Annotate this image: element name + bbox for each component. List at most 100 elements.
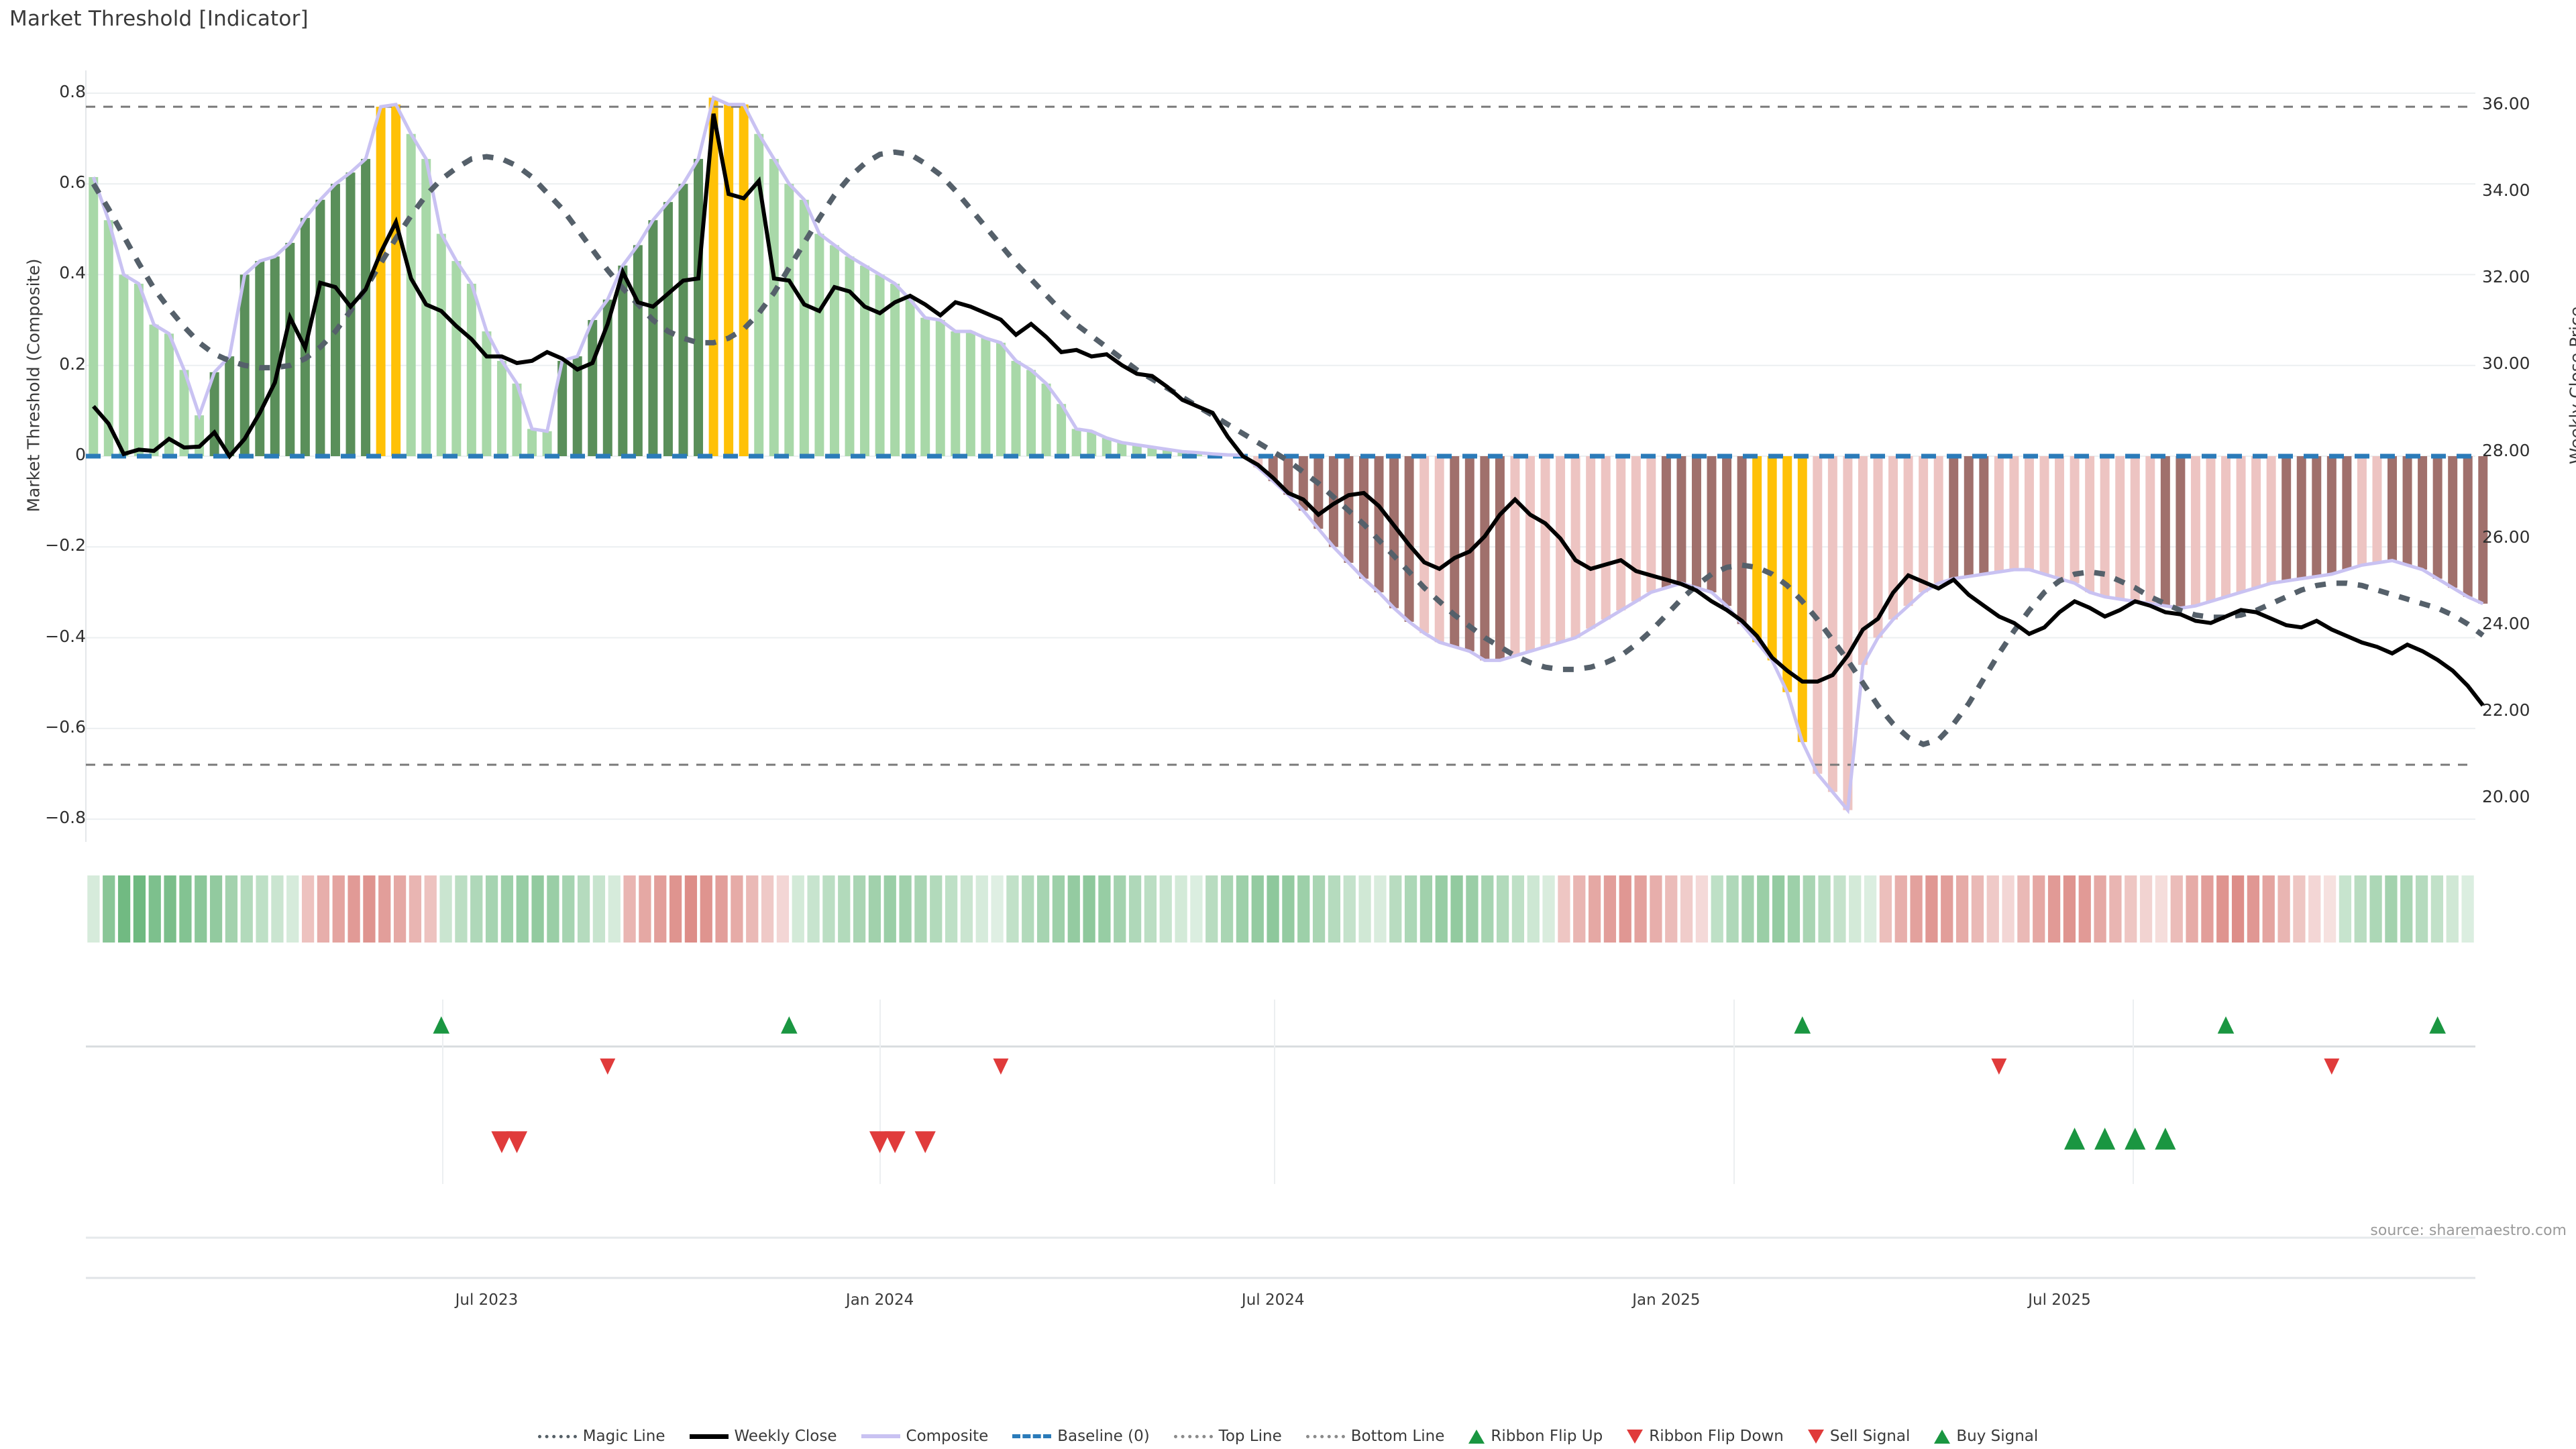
ribbon-cell [2017,875,2030,943]
legend-item[interactable]: Ribbon Flip Down [1627,1428,1784,1445]
composite-bar [1964,456,1974,577]
composite-bar [1601,456,1611,620]
y-tick-right: 34.00 [2482,180,2530,200]
composite-bar [1011,360,1021,456]
legend-item[interactable]: Ribbon Flip Up [1468,1428,1603,1445]
ribbon-cell [1711,875,1723,943]
ribbon-cell [1772,875,1785,943]
composite-bar [421,158,431,457]
ribbon-cell [2170,875,2183,943]
ribbon-cell [2446,875,2459,943]
composite-bar [1102,437,1112,456]
legend-item[interactable]: Magic Line [537,1428,665,1445]
composite-bar [1843,456,1853,810]
ribbon-cell [1175,875,1187,943]
ribbon-cell [2155,875,2168,943]
y-tick-right: 24.00 [2482,613,2530,633]
ribbon-cell [1297,875,1310,943]
y-tick-left: 0.2 [59,354,86,374]
composite-bar [2326,456,2337,574]
composite-bar [2206,456,2216,602]
x-tick: Jul 2025 [2028,1291,2091,1309]
legend-item[interactable]: Baseline (0) [1012,1428,1150,1445]
ribbon-cell [1787,875,1801,943]
ribbon-cell [1634,875,1647,943]
ribbon-cell [2308,875,2321,943]
composite-bar [678,184,688,456]
ribbon-cell [776,875,790,943]
composite-bar [1087,431,1097,456]
legend-item[interactable]: Buy Signal [1934,1428,2038,1445]
composite-bar [2070,456,2080,584]
ribbon-cell [1374,875,1387,943]
composite-bar [2296,456,2306,579]
composite-bar [1374,456,1384,592]
ribbon-cell [455,875,468,943]
ribbon-cell [1726,875,1739,943]
composite-bar [648,220,658,456]
ribbon-flip-down-marker [993,1058,1009,1075]
legend-label: Ribbon Flip Up [1491,1428,1603,1445]
composite-bar [1994,456,2004,572]
y-tick-left: −0.2 [45,535,86,555]
ribbon-cell [639,875,651,943]
ribbon-cell [822,875,835,943]
legend-item[interactable]: Top Line [1173,1428,1282,1445]
composite-bar [496,360,506,456]
ribbon-cell [2400,875,2413,943]
composite-bar [708,97,718,456]
ribbon-cell [914,875,927,943]
composite-bar [1752,456,1762,643]
composite-bar [996,342,1006,456]
composite-bar [1919,456,1929,592]
sell-signal-marker [914,1131,936,1153]
ribbon-cell [2109,875,2122,943]
composite-bar [1722,456,1732,606]
composite-bar [2145,456,2155,604]
composite-bar [829,245,839,456]
ribbon-cell [1603,875,1617,943]
legend-item[interactable]: Sell Signal [1807,1428,1910,1445]
composite-bar [905,299,915,456]
composite-bar [1041,383,1051,456]
ribbon-cell [2063,875,2076,943]
ribbon-flip-up-marker [781,1016,798,1034]
y-tick-right: 26.00 [2482,527,2530,547]
composite-bar [1661,456,1671,588]
composite-bar [133,283,144,456]
line-swatch-icon [1012,1434,1052,1438]
triangle-up-icon [1934,1429,1951,1444]
ribbon-cell [378,875,391,943]
composite-bar [1858,456,1868,665]
composite-bar [330,184,340,456]
composite-bar [2282,456,2292,582]
legend-item[interactable]: Bottom Line [1305,1428,1445,1445]
ribbon-cell [1757,875,1770,943]
composite-bar [1586,456,1596,629]
ribbon-cell [2430,875,2444,943]
weekly-close-line [92,113,2485,707]
x-tick: Jul 2024 [1241,1291,1305,1309]
ribbon-cell [240,875,253,943]
composite-bar [103,220,113,456]
source-attribution: source: sharemaestro.com [2370,1222,2567,1239]
magic-line [91,149,2485,747]
ribbon-flip-down-marker [600,1058,616,1075]
y-tick-right: 28.00 [2482,440,2530,460]
ribbon-cell [439,875,452,943]
composite-bar [2448,456,2458,588]
composite-bar [769,158,779,457]
y-tick-left: −0.4 [45,626,86,646]
composite-bar [1979,456,1989,574]
composite-bar [1767,456,1777,661]
ribbon-cell [547,875,559,943]
legend-item[interactable]: Weekly Close [689,1428,837,1445]
ribbon-cell [1680,875,1693,943]
legend-label: Composite [906,1428,989,1445]
ribbon-cell [2033,875,2045,943]
legend-label: Bottom Line [1350,1428,1445,1445]
ribbon-cell [1818,875,1831,943]
composite-bar [724,104,734,456]
legend-item[interactable]: Composite [861,1428,989,1445]
composite-bar [1737,456,1747,625]
